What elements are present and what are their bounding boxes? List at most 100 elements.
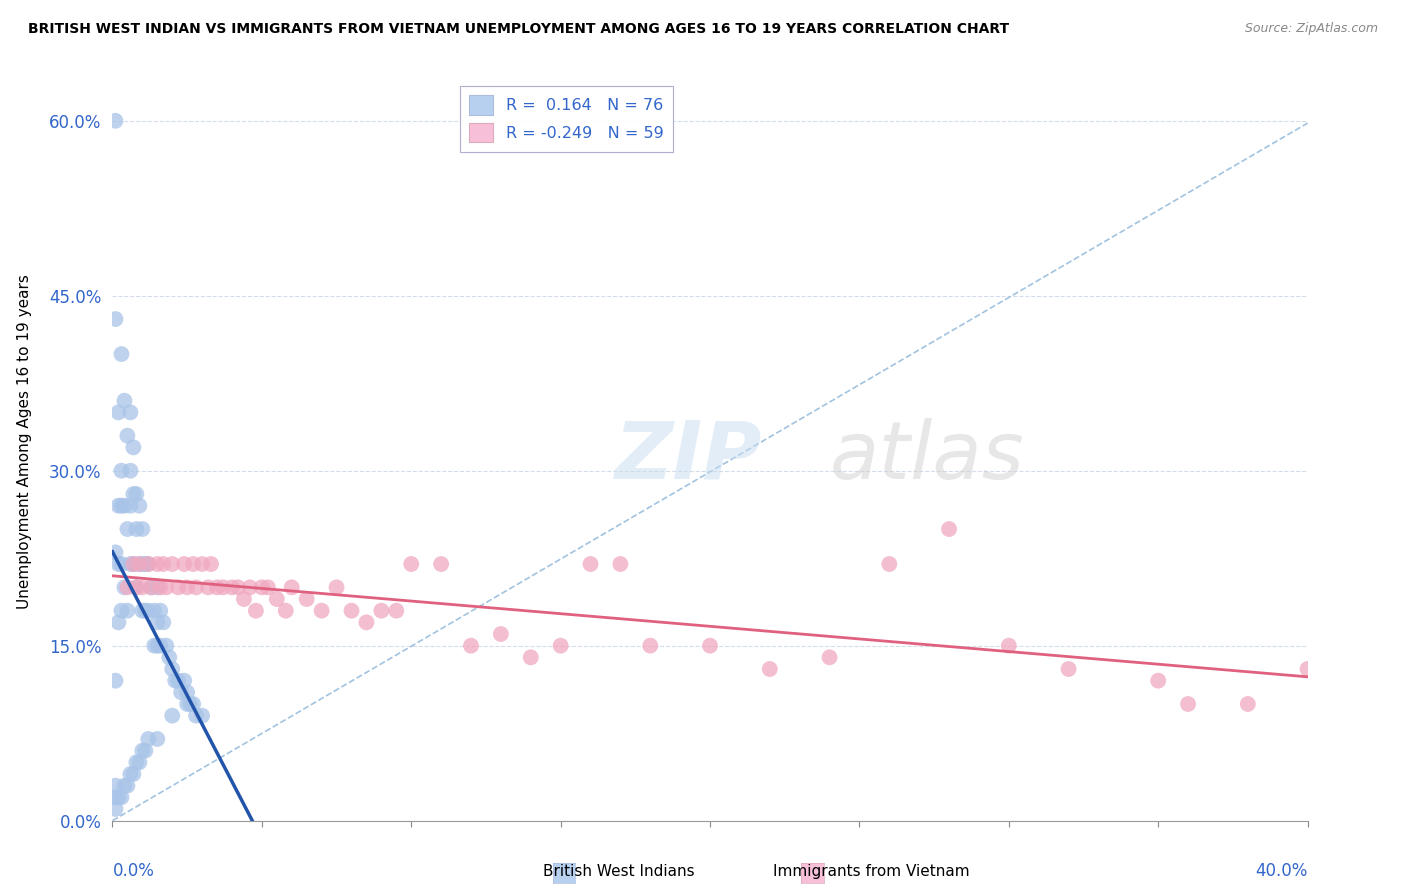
Point: [520, 650, 543, 665]
Point: [146, 580, 169, 594]
Point: [385, 604, 408, 618]
Point: [162, 557, 183, 571]
Point: [125, 580, 148, 594]
Point: [122, 557, 145, 571]
Point: [311, 604, 333, 618]
Point: [128, 557, 150, 571]
Point: [401, 557, 423, 571]
Point: [131, 522, 153, 536]
Point: [250, 580, 273, 594]
Text: Source: ZipAtlas.com: Source: ZipAtlas.com: [1244, 22, 1378, 36]
Point: [122, 767, 145, 781]
Point: [176, 685, 198, 699]
Point: [104, 779, 127, 793]
Text: 40.0%: 40.0%: [1256, 863, 1308, 880]
Point: [179, 697, 201, 711]
Point: [146, 731, 169, 746]
Point: [818, 650, 841, 665]
Point: [125, 756, 148, 770]
Text: atlas: atlas: [830, 417, 1025, 496]
Point: [191, 708, 214, 723]
Point: [114, 499, 135, 513]
Point: [138, 557, 160, 571]
Point: [186, 708, 208, 723]
Text: Immigrants from Vietnam: Immigrants from Vietnam: [773, 863, 970, 879]
Point: [110, 557, 132, 571]
Point: [117, 779, 139, 793]
Point: [122, 487, 145, 501]
Point: [120, 767, 142, 781]
Point: [120, 499, 142, 513]
Point: [122, 441, 145, 455]
Point: [149, 639, 172, 653]
Point: [173, 557, 195, 571]
Point: [1057, 662, 1080, 676]
Point: [117, 604, 139, 618]
Point: [191, 557, 214, 571]
Point: [266, 592, 288, 607]
Point: [173, 673, 195, 688]
Point: [107, 499, 129, 513]
Point: [134, 557, 156, 571]
Point: [212, 580, 235, 594]
Point: [152, 615, 174, 630]
Point: [149, 580, 172, 594]
Point: [125, 580, 148, 594]
Point: [107, 405, 129, 419]
Text: ZIP: ZIP: [614, 417, 762, 496]
Legend: R =  0.164   N = 76, R = -0.249   N = 59: R = 0.164 N = 76, R = -0.249 N = 59: [460, 86, 673, 152]
Point: [110, 499, 132, 513]
Point: [1237, 697, 1260, 711]
Point: [134, 744, 156, 758]
Point: [110, 464, 132, 478]
Text: British West Indians: British West Indians: [543, 863, 695, 879]
Point: [110, 347, 132, 361]
Point: [114, 393, 135, 408]
Point: [998, 639, 1021, 653]
Point: [104, 545, 127, 559]
Point: [104, 113, 127, 128]
Point: [146, 557, 169, 571]
Point: [245, 604, 267, 618]
Point: [489, 627, 512, 641]
Point: [1177, 697, 1199, 711]
Point: [117, 522, 139, 536]
Point: [141, 580, 163, 594]
Point: [162, 708, 183, 723]
Point: [699, 639, 721, 653]
Point: [128, 756, 150, 770]
Point: [239, 580, 262, 594]
Point: [186, 580, 208, 594]
Point: [155, 639, 177, 653]
Point: [138, 604, 160, 618]
Point: [325, 580, 347, 594]
Point: [138, 731, 160, 746]
Point: [165, 673, 187, 688]
Point: [125, 487, 148, 501]
Point: [125, 522, 148, 536]
Point: [149, 604, 172, 618]
Point: [152, 557, 174, 571]
Point: [197, 580, 219, 594]
Point: [295, 592, 318, 607]
Point: [110, 604, 132, 618]
Point: [167, 673, 190, 688]
Point: [131, 580, 153, 594]
Point: [176, 580, 198, 594]
Point: [176, 697, 198, 711]
Point: [107, 615, 129, 630]
Point: [170, 685, 193, 699]
Point: [579, 557, 602, 571]
Point: [110, 790, 132, 805]
Point: [141, 580, 163, 594]
Point: [430, 557, 453, 571]
Point: [104, 790, 127, 805]
Point: [274, 604, 297, 618]
Point: [340, 604, 363, 618]
Point: [104, 312, 127, 326]
Point: [134, 604, 156, 618]
Point: [281, 580, 304, 594]
Point: [759, 662, 782, 676]
Point: [938, 522, 960, 536]
Point: [167, 580, 190, 594]
